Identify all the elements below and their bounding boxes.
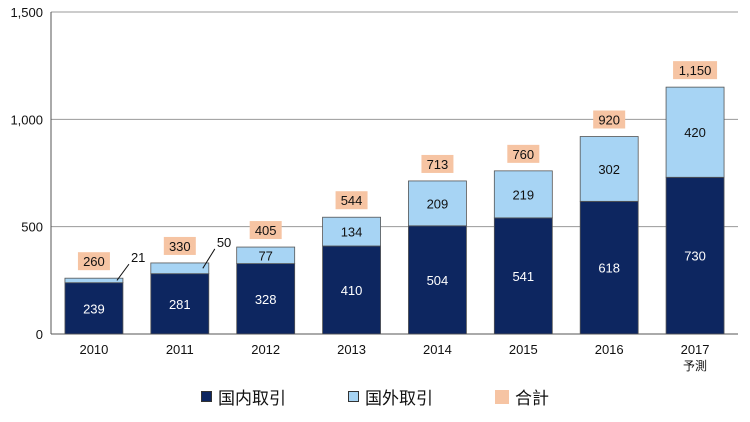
legend-label-total: 合計 xyxy=(515,389,549,408)
bar-foreign xyxy=(665,86,725,178)
bar-domestic xyxy=(322,245,381,335)
data-label-foreign: 209 xyxy=(427,196,449,211)
total-label-box xyxy=(77,252,110,271)
data-label-leader xyxy=(202,248,216,269)
data-label-leader xyxy=(116,263,130,281)
bar-domestic xyxy=(150,273,210,335)
data-label-domestic: 504 xyxy=(427,273,449,288)
data-label-foreign: 302 xyxy=(598,162,620,177)
data-label-foreign: 219 xyxy=(512,187,534,202)
legend-label-foreign: 国外取引 xyxy=(365,389,433,408)
data-label-total: 920 xyxy=(598,113,620,128)
x-tick-label: 2013 xyxy=(337,342,366,357)
x-tick-label: 2010 xyxy=(79,342,108,357)
y-tick-label: 1,500 xyxy=(10,5,43,20)
total-label-box xyxy=(249,221,282,240)
legend-item-total: 合計 xyxy=(495,384,549,409)
x-tick-label: 2017 xyxy=(681,342,710,357)
x-tick-sublabel: 予測 xyxy=(683,359,707,373)
data-label-domestic: 281 xyxy=(169,297,191,312)
legend-swatch-domestic xyxy=(201,391,212,402)
y-tick-label: 1,000 xyxy=(10,112,43,127)
x-tick-label: 2011 xyxy=(166,342,194,357)
bar-foreign xyxy=(64,277,124,284)
data-label-foreign: 420 xyxy=(684,125,706,140)
bar-foreign xyxy=(150,262,210,275)
data-label-domestic: 239 xyxy=(83,301,105,316)
data-label-foreign: 50 xyxy=(217,235,231,250)
legend-swatch-total xyxy=(495,389,509,404)
data-label-domestic: 328 xyxy=(255,292,277,307)
x-tick-label: 2012 xyxy=(251,342,280,357)
bar-foreign xyxy=(579,136,639,202)
data-label-total: 330 xyxy=(169,239,191,254)
bar-foreign xyxy=(322,216,381,247)
total-label-box xyxy=(421,154,454,173)
data-label-foreign: 134 xyxy=(341,225,363,240)
legend-swatch-foreign xyxy=(348,391,359,402)
data-label-domestic: 541 xyxy=(512,269,534,284)
stacked-bar-chart: 0 500 1,000 1,500 239 21 260 2010 281 50 330 2011 32… xyxy=(10,5,738,373)
y-tick-label: 500 xyxy=(21,220,43,235)
total-label-box xyxy=(507,144,540,163)
x-tick-label: 2014 xyxy=(423,342,452,357)
bar-domestic xyxy=(493,217,553,335)
data-label-total: 713 xyxy=(427,157,449,172)
total-label-box xyxy=(593,110,626,129)
total-label-box xyxy=(335,191,368,210)
total-label-box xyxy=(673,61,718,80)
data-label-total: 260 xyxy=(83,254,105,269)
data-label-total: 405 xyxy=(255,223,277,238)
data-label-total: 1,150 xyxy=(679,63,712,78)
bar-foreign xyxy=(493,170,553,219)
bar-foreign xyxy=(408,180,467,227)
data-label-total: 760 xyxy=(512,147,534,162)
legend-item-domestic: 国内取引 xyxy=(201,384,286,409)
data-label-foreign: 21 xyxy=(131,250,145,265)
total-label-box xyxy=(163,236,196,255)
bar-foreign xyxy=(236,246,296,264)
bar-domestic xyxy=(665,176,725,335)
bar-domestic xyxy=(64,282,124,335)
data-label-domestic: 730 xyxy=(684,249,706,264)
data-label-domestic: 618 xyxy=(598,261,620,276)
x-tick-label: 2016 xyxy=(595,342,624,357)
data-label-total: 544 xyxy=(341,193,363,208)
x-tick-label: 2015 xyxy=(509,342,538,357)
bar-domestic xyxy=(579,200,639,335)
legend-item-foreign: 国外取引 xyxy=(348,384,433,409)
y-tick-label: 0 xyxy=(36,327,43,342)
data-label-domestic: 410 xyxy=(341,283,363,298)
legend: 国内取引 国外取引 合計 xyxy=(0,384,750,409)
data-label-foreign: 77 xyxy=(258,248,272,263)
bar-domestic xyxy=(408,225,467,335)
legend-label-domestic: 国内取引 xyxy=(218,389,286,408)
